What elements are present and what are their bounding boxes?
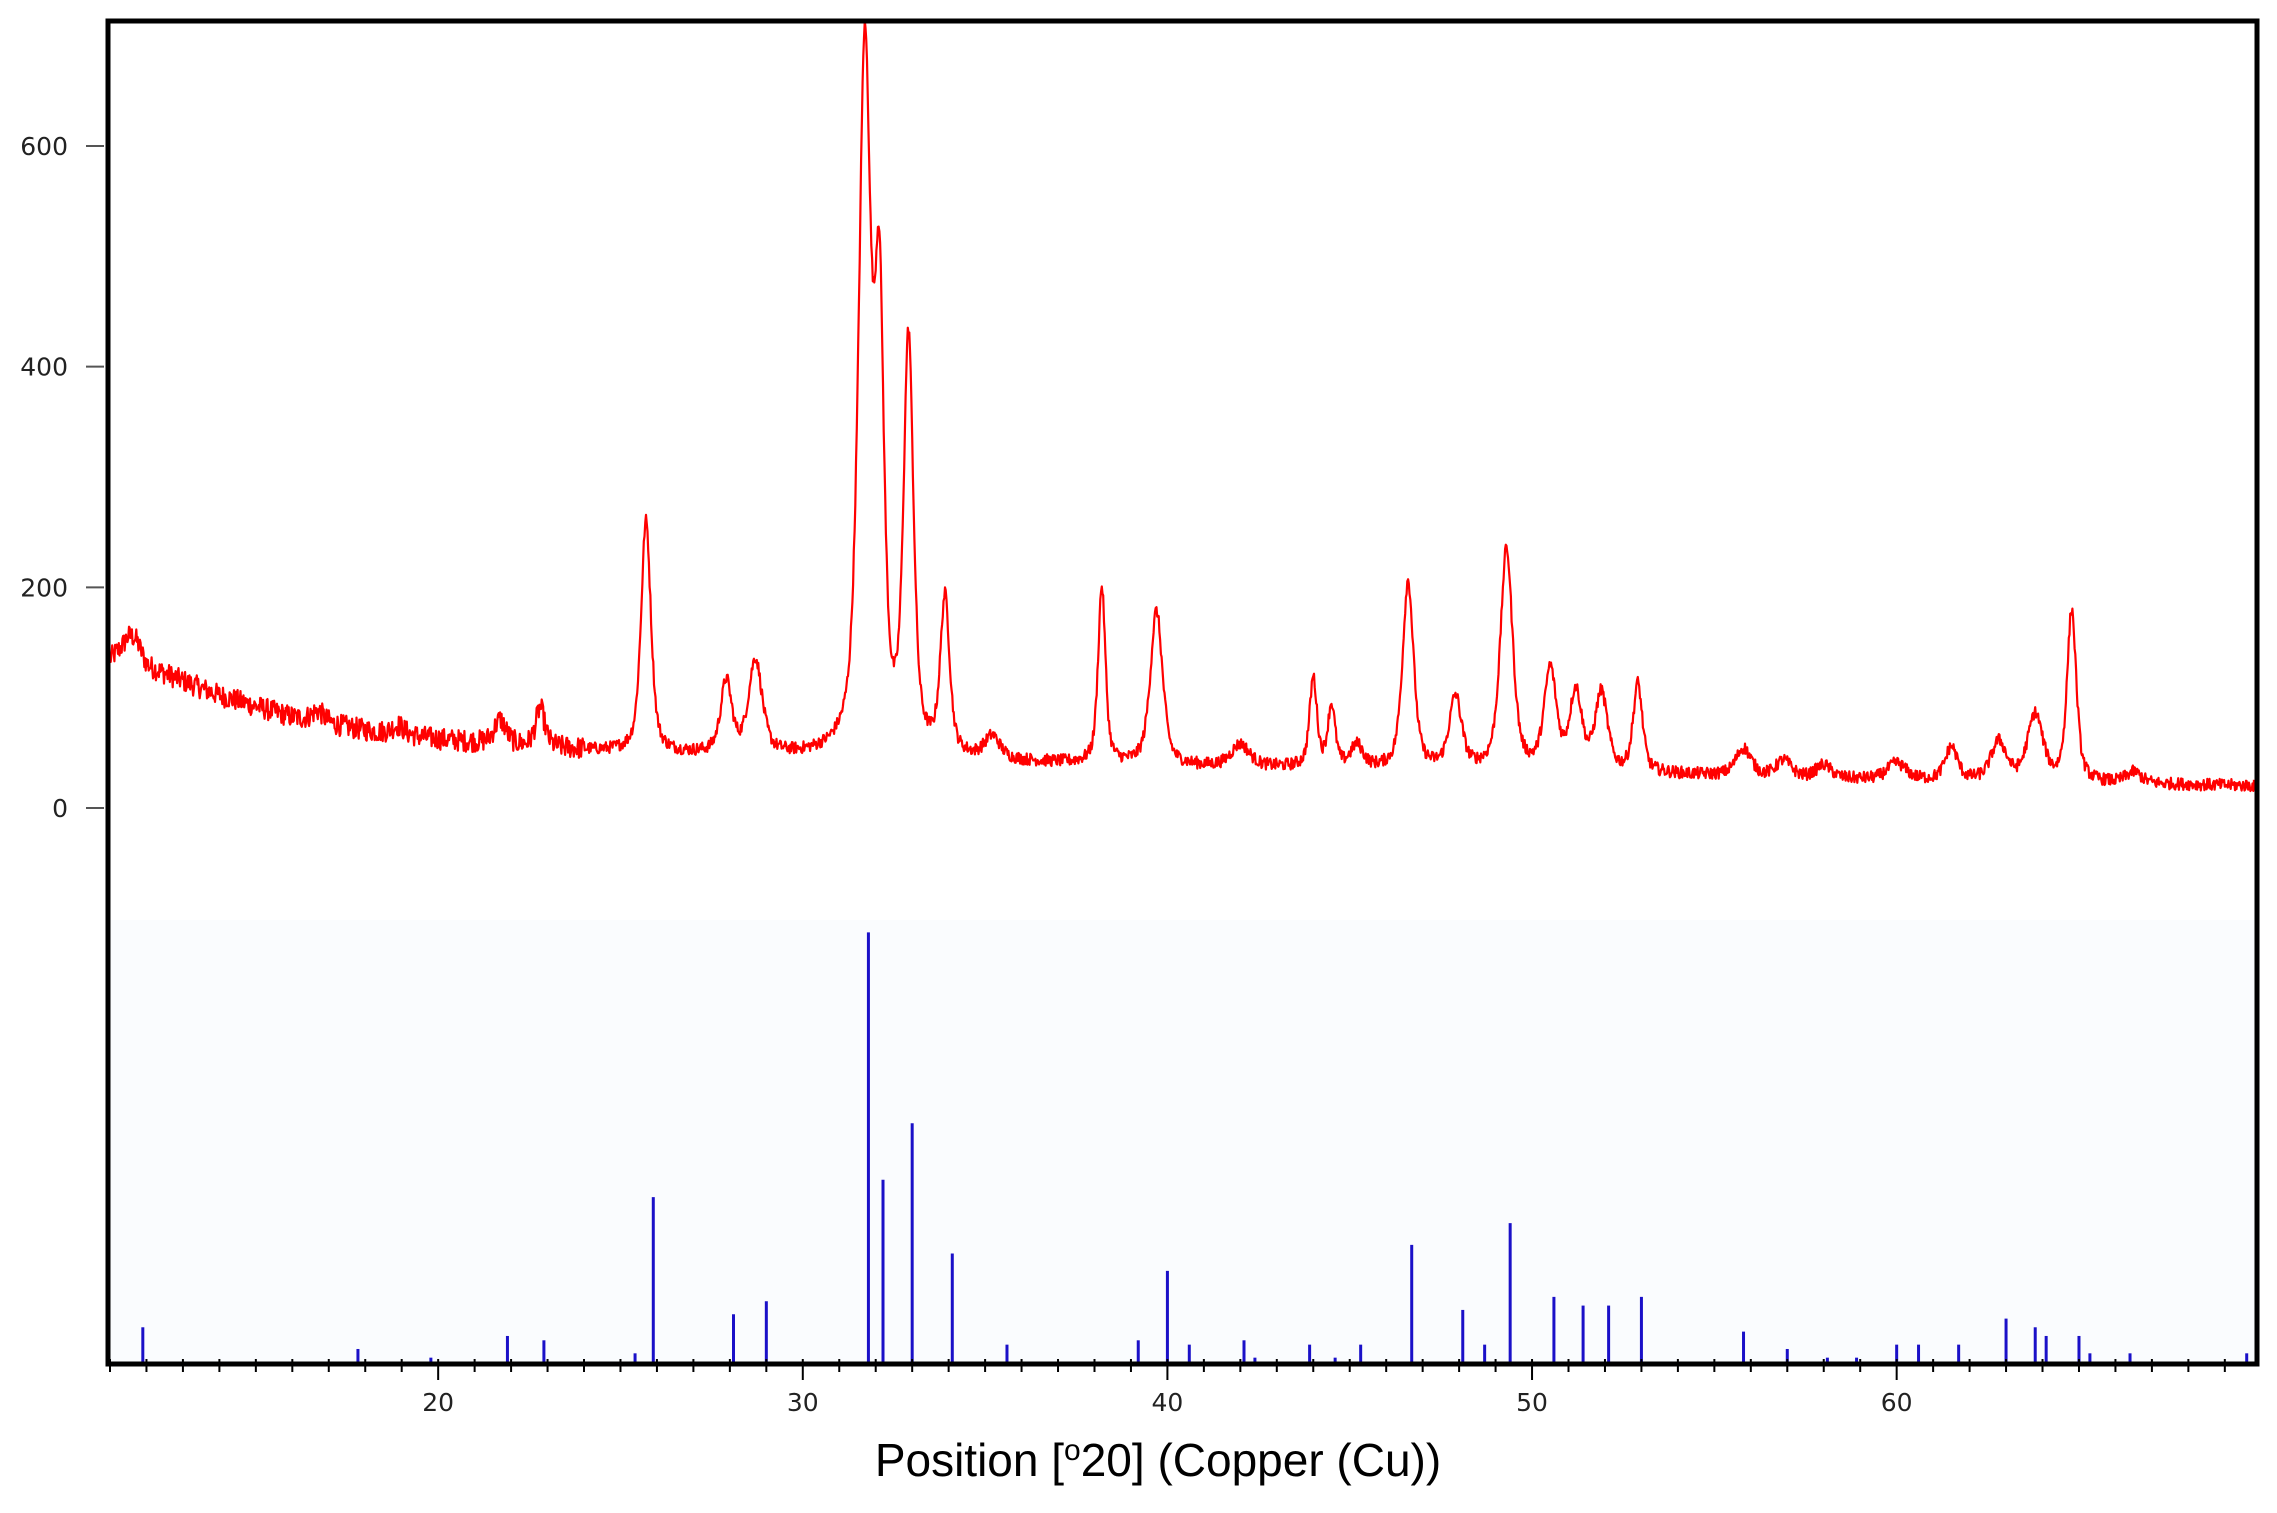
x-tick-label: 30 <box>787 1388 819 1417</box>
x-tick-label: 40 <box>1152 1388 1184 1417</box>
measured-pattern-line <box>108 19 2256 793</box>
y-tick-label: 600 <box>20 132 68 161</box>
y-tick-label: 0 <box>52 794 68 823</box>
x-tick-label: 20 <box>422 1388 454 1417</box>
y-tick-label: 400 <box>20 353 68 382</box>
y-axis-ticks: 0 200 400 600 <box>20 132 104 823</box>
x-axis-label: Position [o20] (Copper (Cu)) <box>875 1434 1441 1486</box>
x-axis-label-part: 20] (Copper (Cu)) <box>1081 1434 1441 1486</box>
plot-frame <box>105 18 2260 1367</box>
x-axis-label-part: Position [ <box>875 1434 1064 1486</box>
x-tick-label: 50 <box>1516 1388 1548 1417</box>
x-axis-label-superscript: o <box>1064 1434 1081 1467</box>
reference-lines-group <box>141 932 2249 1362</box>
y-tick-label: 200 <box>20 573 68 602</box>
reference-panel-background <box>109 920 2257 1366</box>
x-tick-label: 60 <box>1881 1388 1913 1417</box>
